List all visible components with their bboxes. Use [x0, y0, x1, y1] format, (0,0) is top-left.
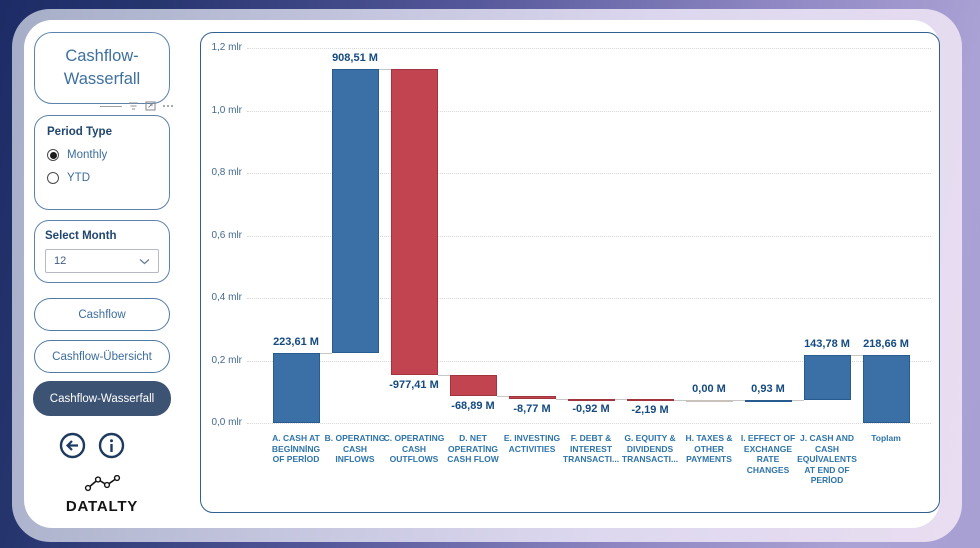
category-label: B. OPERATING CASH INFLOWS	[324, 433, 386, 464]
bar-value-label: -977,41 M	[389, 378, 439, 391]
bar-value-label: -8,77 M	[513, 402, 551, 415]
gridline	[247, 48, 931, 49]
bar-value-label: 223,61 M	[273, 336, 319, 349]
bar-value-label: 0,93 M	[751, 382, 785, 395]
gridline	[247, 235, 931, 237]
bar-value-label: -0,92 M	[572, 403, 610, 416]
report-frame: Cashflow- Wasserfall Period Type	[12, 9, 962, 542]
bar-value-label: -2,19 M	[631, 403, 669, 416]
category-label: H. TAXES & OTHER PAYMENTS	[685, 433, 733, 464]
y-axis-tick-label: 0,2 mlr	[211, 354, 242, 366]
report-canvas: Cashflow- Wasserfall Period Type	[24, 20, 940, 528]
connector-line	[378, 69, 391, 71]
connector-line	[319, 353, 332, 355]
nav-button-cashflow[interactable]: Cashflow	[34, 298, 170, 331]
nav-button-cashflow-wasserfall[interactable]: Cashflow-Wasserfall	[33, 381, 171, 416]
logo-line-chart-icon	[84, 474, 121, 492]
select-month-label: Select Month	[45, 230, 117, 242]
info-icon[interactable]	[98, 432, 125, 459]
category-label: A. CASH AT BEGİNNİNG OF PERİOD	[271, 433, 321, 464]
waterfall-bar[interactable]	[272, 353, 320, 423]
gridline	[247, 173, 931, 174]
bar-value-label: 218,66 M	[863, 337, 909, 350]
category-label: G. EQUITY & DIVIDENDS TRANSACTI...	[621, 433, 679, 464]
month-dropdown-value: 12	[54, 255, 67, 267]
waterfall-bar[interactable]	[390, 69, 438, 375]
select-month-slicer: Select Month 12	[34, 220, 170, 283]
y-axis-tick-label: 0,8 mlr	[211, 167, 242, 178]
radio-ytd[interactable]: YTD	[47, 172, 157, 184]
connector-line	[496, 396, 509, 398]
connector-line	[791, 399, 804, 401]
waterfall-bar[interactable]	[508, 396, 556, 399]
waterfall-bar[interactable]	[626, 399, 674, 402]
connector-line	[732, 399, 745, 401]
y-axis-tick-label: 1,2 mlr	[211, 42, 242, 53]
category-label: F. DEBT & INTEREST TRANSACTI...	[562, 433, 620, 464]
waterfall-bar[interactable]	[331, 69, 379, 354]
bar-value-label: 0,00 M	[692, 382, 726, 395]
page-title: Cashflow- Wasserfall	[34, 32, 170, 104]
gridline	[247, 110, 931, 112]
visual-header-toolbar	[90, 100, 174, 112]
category-label: E. INVESTING ACTIVITIES	[503, 433, 561, 454]
category-label: D. NET OPERATİNG CASH FLOW	[447, 433, 499, 464]
month-dropdown[interactable]: 12	[45, 249, 159, 273]
filter-icon[interactable]	[128, 101, 139, 111]
connector-line	[555, 398, 568, 400]
waterfall-bar[interactable]	[685, 399, 733, 402]
drag-handle-icon	[100, 105, 122, 107]
period-type-label: Period Type	[47, 126, 112, 138]
waterfall-chart-card: 0,0 mlr 0,2 mlr 0,4 mlr 0,6 mlr 0,8 mlr 1,0 m…	[200, 32, 940, 513]
waterfall-bar[interactable]	[744, 399, 792, 402]
radio-ytd-label: YTD	[67, 172, 90, 184]
more-options-icon[interactable]	[162, 101, 174, 111]
logo: DATALTY	[34, 474, 170, 515]
radio-button-icon[interactable]	[47, 172, 59, 184]
waterfall-bar[interactable]	[567, 398, 615, 401]
y-axis-tick-label: 0,0 mlr	[211, 417, 242, 428]
gridline	[247, 360, 931, 362]
waterfall-bar[interactable]	[862, 354, 910, 423]
chevron-down-icon	[139, 258, 150, 264]
nav-button-cashflow-uebersicht[interactable]: Cashflow-Übersicht	[34, 340, 170, 373]
gridline	[247, 298, 931, 299]
connector-line	[437, 374, 450, 376]
category-label: Toplam	[871, 433, 901, 443]
connector-line	[614, 399, 627, 401]
bar-value-label: 143,78 M	[804, 337, 850, 350]
y-axis-tick-label: 1,0 mlr	[211, 104, 242, 116]
focus-mode-icon[interactable]	[145, 101, 156, 111]
waterfall-bar[interactable]	[803, 354, 851, 400]
bar-value-label: -68,89 M	[451, 400, 495, 413]
logo-text: DATALTY	[65, 498, 139, 515]
connector-line	[673, 399, 686, 401]
connector-line	[850, 354, 863, 356]
radio-monthly-label: Monthly	[67, 149, 108, 161]
bar-value-label: 908,51 M	[332, 52, 378, 65]
period-type-slicer: Period Type Monthly YTD	[34, 115, 170, 210]
radio-monthly[interactable]: Monthly	[47, 149, 157, 161]
category-label: J. CASH AND CASH EQUİVALENTS AT END OF P…	[797, 433, 857, 485]
waterfall-chart: 0,0 mlr 0,2 mlr 0,4 mlr 0,6 mlr 0,8 mlr 1,0 m…	[201, 33, 939, 512]
radio-button-selected-icon[interactable]	[47, 149, 59, 161]
gridline	[247, 423, 931, 424]
category-label: C. OPERATING CASH OUTFLOWS	[383, 433, 445, 464]
y-axis-tick-label: 0,6 mlr	[211, 229, 242, 241]
y-axis-tick-label: 0,4 mlr	[211, 292, 242, 303]
back-arrow-icon[interactable]	[59, 432, 86, 459]
waterfall-bar[interactable]	[449, 374, 497, 397]
category-label: I. EFFECT OF EXCHANGE RATE CHANGES	[740, 433, 796, 475]
